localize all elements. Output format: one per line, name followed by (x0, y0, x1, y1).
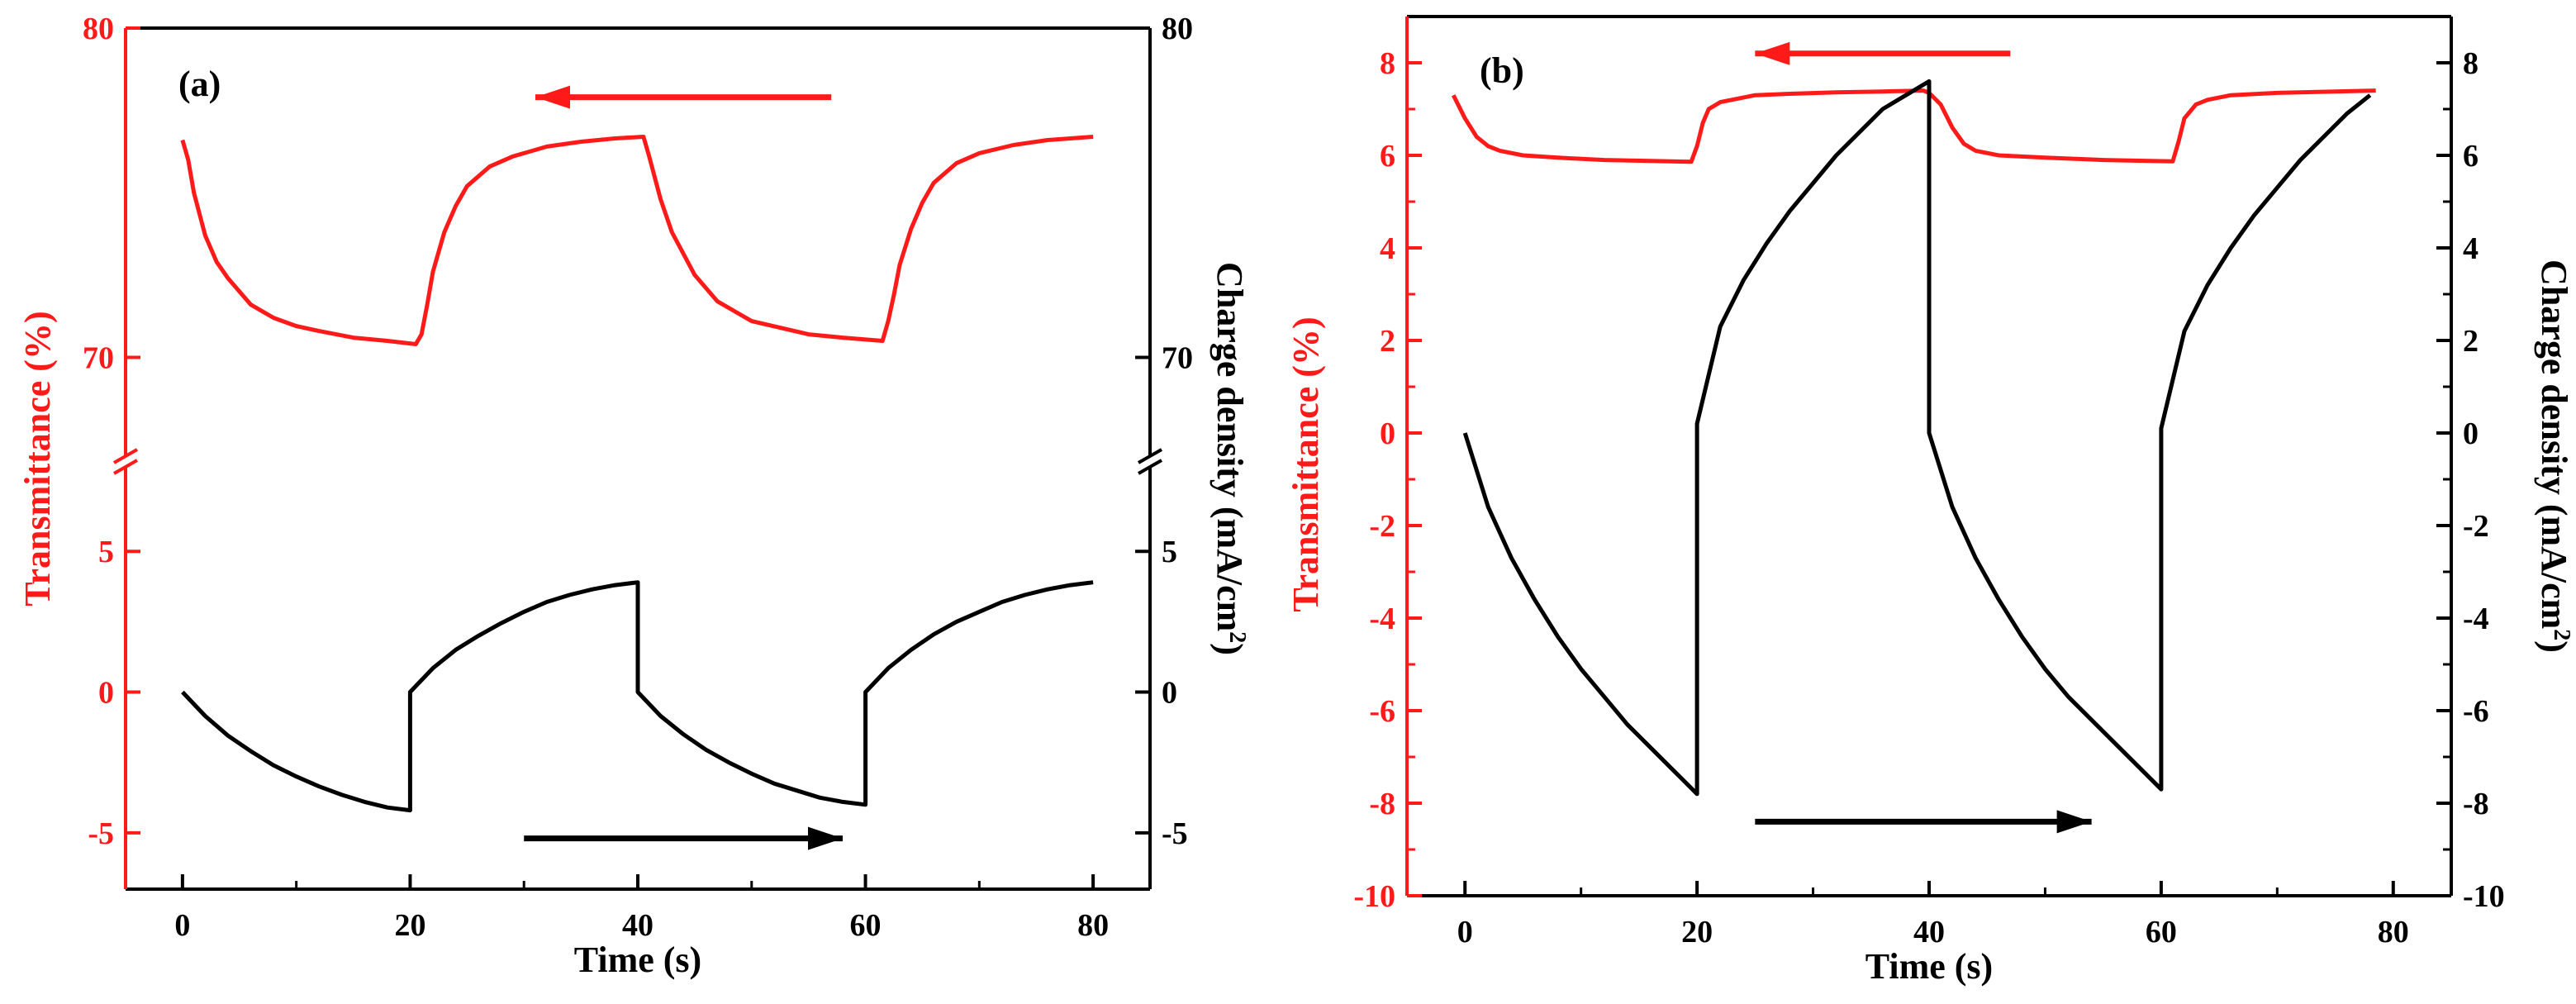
x-tick-label: 80 (1077, 908, 1109, 943)
left-upper-tick-label: 80 (83, 12, 114, 46)
right-tick-label: 8 (2463, 46, 2479, 81)
right-y-axis-title-close: ) (1210, 643, 1250, 655)
panel-label: (a) (178, 64, 221, 104)
right-tick-label: 6 (2463, 139, 2479, 174)
x-tick-label: 20 (394, 908, 425, 943)
x-tick-label: 40 (622, 908, 654, 943)
arrow-charge-density-head (2056, 810, 2092, 834)
left-tick-label: 2 (1380, 324, 1395, 359)
right-y-axis-title: Charge density (mA/cm2) (1210, 262, 1251, 655)
left-tick-label: 0 (1380, 416, 1395, 451)
left-tick-label: -4 (1369, 602, 1395, 636)
arrow-transmittance-head (535, 85, 570, 109)
x-tick-label: 20 (1681, 915, 1713, 949)
panel-a: 70 80 -5 0 5 70 80 -5 0 5 0 20 40 60 80 Time (s) Transmi… (17, 12, 1251, 980)
right-y-axis-title-superscript: 2 (1225, 631, 1251, 643)
right-lower-tick-label: 5 (1162, 535, 1177, 569)
series-transmittance-line (1451, 88, 2376, 164)
left-tick-label: -2 (1369, 509, 1395, 544)
right-upper-tick-label: 80 (1162, 12, 1193, 46)
right-tick-label: -6 (2463, 694, 2489, 729)
arrow-charge-density-head (808, 826, 843, 850)
left-y-axis-title: Transmittance (%) (1286, 316, 1326, 611)
right-tick-label: -4 (2463, 602, 2489, 636)
series-charge-density-line (1462, 79, 2372, 797)
series-charge-density-line (181, 580, 1094, 813)
left-y-axis-title: Transmittance (%) (17, 311, 58, 606)
left-tick-label: -6 (1369, 694, 1395, 729)
x-tick-label: 60 (850, 908, 882, 943)
x-tick-label: 40 (1913, 915, 1945, 949)
x-tick-label: 60 (2146, 915, 2177, 949)
right-axis-break-mark (1138, 459, 1162, 475)
panel-label: (b) (1480, 50, 1524, 91)
left-tick-label: 6 (1380, 139, 1395, 174)
right-y-axis-title-close: ) (2534, 640, 2574, 653)
right-tick-label: 0 (2463, 416, 2479, 451)
left-lower-tick-label: 0 (98, 676, 114, 711)
x-axis-title: Time (s) (1865, 946, 1993, 987)
right-axis-break-mark (1138, 448, 1162, 464)
left-tick-label: 4 (1380, 231, 1395, 266)
right-lower-tick-label: 0 (1162, 676, 1177, 711)
left-tick-label: -10 (1353, 879, 1395, 914)
right-lower-tick-label: -5 (1162, 816, 1188, 851)
left-lower-tick-label: 5 (98, 535, 114, 569)
left-tick-label: 8 (1380, 46, 1395, 81)
right-tick-label: -10 (2463, 879, 2505, 914)
x-tick-label: 0 (174, 908, 190, 943)
left-tick-label: -8 (1369, 787, 1395, 821)
left-lower-tick-label: -5 (88, 816, 114, 851)
right-y-axis-title-superscript: 2 (2550, 629, 2575, 640)
right-tick-label: 2 (2463, 324, 2479, 359)
left-axis-break-mark (113, 459, 138, 475)
right-tick-label: -2 (2463, 509, 2489, 544)
right-y-axis-title: Charge density (mA/cm2) (2534, 259, 2575, 653)
right-y-axis-title-main: Charge density (mA/cm (1210, 262, 1250, 631)
x-tick-label: 80 (2378, 915, 2409, 949)
right-y-axis-title-main: Charge density (mA/cm (2534, 259, 2574, 629)
series-transmittance-line (180, 135, 1094, 346)
x-axis-title: Time (s) (574, 940, 701, 980)
x-tick-label: 0 (1457, 915, 1473, 949)
right-tick-label: -8 (2463, 787, 2489, 821)
arrow-transmittance-head (1755, 41, 1790, 65)
left-upper-tick-label: 70 (83, 340, 114, 375)
right-tick-label: 4 (2463, 231, 2479, 266)
left-axis-break-mark (113, 448, 138, 464)
right-upper-tick-label: 70 (1162, 340, 1193, 375)
